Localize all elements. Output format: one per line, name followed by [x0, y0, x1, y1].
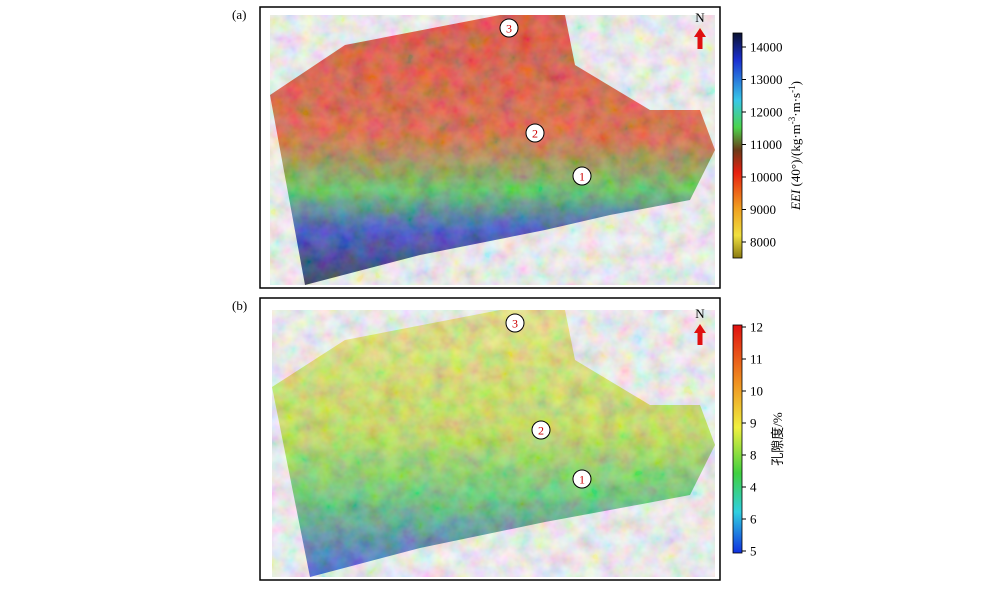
- panel-label: (a): [232, 7, 246, 22]
- panel-label: (b): [232, 298, 247, 313]
- north-label: N: [695, 10, 705, 25]
- colorbar-tick-label: 12: [750, 320, 763, 335]
- colorbar-title: 孔隙度/%: [770, 412, 785, 466]
- colorbar-tick-label: 11000: [750, 137, 782, 152]
- colorbar-tick-label: 4: [750, 480, 757, 495]
- map-texture: [272, 310, 715, 577]
- colorbar: [732, 32, 743, 259]
- marker-label: 3: [506, 22, 512, 36]
- colorbar-title-part: -3: [787, 116, 797, 124]
- colorbar-title-part: EEI: [788, 189, 803, 211]
- panel-frame: [259, 297, 721, 581]
- north-arrow: [694, 28, 706, 49]
- colorbar-tick-label: 11: [750, 352, 763, 367]
- colorbar-tick-label: 8: [750, 448, 757, 463]
- colorbar-tick-label: 14000: [750, 40, 783, 55]
- colorbar-tick-label: 9: [750, 416, 757, 431]
- colorbar-title-part: 孔隙度/%: [770, 412, 785, 466]
- colorbar-tick-label: 10000: [750, 170, 783, 185]
- colorbar-title-part: ·m·s: [788, 93, 803, 117]
- colorbar-tick-label: 6: [750, 512, 757, 527]
- marker-circle: [525, 123, 545, 143]
- marker-label: 2: [538, 424, 544, 438]
- panel-frame: [259, 6, 721, 289]
- marker-label: 1: [579, 170, 585, 184]
- marker-circle: [531, 420, 551, 440]
- colorbar-title-part: ): [788, 81, 803, 85]
- marker-label: 1: [579, 473, 585, 487]
- colorbar-tick-label: 8000: [750, 235, 776, 250]
- colorbar: [732, 324, 743, 554]
- colorbar-title: EEI (40°)/(kg·m-3·m·s-1): [787, 81, 803, 211]
- colorbar-tick-label: 13000: [750, 72, 783, 87]
- colorbar-tick-label: 5: [750, 544, 757, 559]
- panel-b: [259, 297, 743, 581]
- marker-label: 3: [512, 317, 518, 331]
- marker-circle: [572, 469, 592, 489]
- marker-circle: [499, 18, 519, 38]
- colorbar-tick-label: 10: [750, 384, 763, 399]
- colorbar-tick-label: 9000: [750, 202, 776, 217]
- marker-circle: [572, 166, 592, 186]
- panel-a: [259, 6, 743, 289]
- colorbar-tick-label: 12000: [750, 105, 783, 120]
- map-texture: [270, 15, 715, 285]
- colorbar-title-part: -1: [787, 85, 797, 93]
- north-label: N: [695, 306, 705, 321]
- north-arrow: [694, 324, 706, 345]
- marker-circle: [505, 313, 525, 333]
- marker-label: 2: [532, 127, 538, 141]
- colorbar-title-part: (40°)/(kg·m: [788, 124, 803, 190]
